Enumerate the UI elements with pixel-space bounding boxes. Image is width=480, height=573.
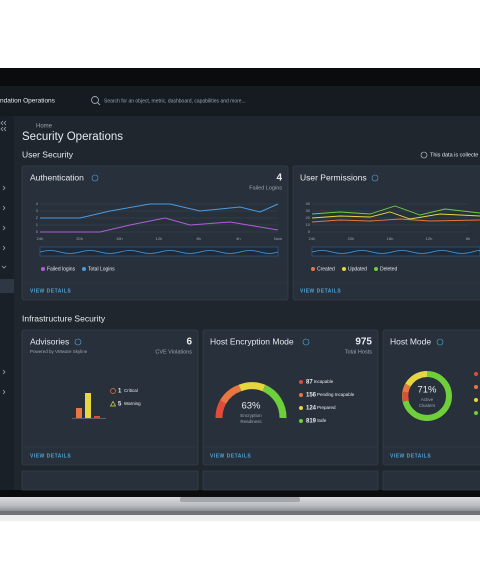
sidebar-icons	[0, 120, 7, 395]
card-stub	[202, 470, 379, 491]
view-details-link[interactable]: VIEW DETAILS	[390, 453, 431, 459]
app-name: ndation Operations	[0, 98, 56, 105]
failed-logins-line	[40, 217, 279, 233]
card-title: Host Mode	[390, 336, 431, 346]
legend-item: Failed logins	[47, 266, 76, 272]
y-tick-label: 0	[36, 229, 39, 234]
total-hosts: 975	[355, 337, 372, 348]
y-tick-label: 20	[306, 215, 311, 220]
legend-value: 124	[306, 406, 317, 412]
card-title: Advisories	[30, 336, 69, 346]
x-tick-label: 8h	[196, 236, 200, 241]
legend-item: Created	[317, 266, 335, 272]
y-tick-label: 40	[306, 201, 311, 206]
encryption-card	[202, 329, 379, 466]
x-tick-label: 20h	[348, 236, 355, 241]
x-tick-label: 16h	[116, 236, 123, 241]
card-stub	[21, 470, 199, 491]
card-title: Authentication	[30, 172, 84, 182]
search-input[interactable]: Search for an object, metric, dashboard,…	[104, 98, 246, 104]
card-stub	[382, 470, 480, 491]
permissions-card	[292, 165, 480, 301]
authentication-card	[21, 165, 289, 301]
legend-label: Pending Incapable	[317, 392, 355, 397]
count-label: Failed Logins	[249, 185, 282, 191]
lid-notch	[180, 497, 300, 502]
gauge-label: Readiness	[240, 419, 262, 424]
advisories-card	[21, 329, 199, 466]
critical-count: 1	[118, 389, 122, 395]
donut-label: Active	[421, 397, 434, 402]
section-heading: User Security	[22, 149, 74, 159]
card-title: Host Encryption Mode	[210, 336, 294, 346]
top-bar	[0, 86, 480, 116]
breadcrumb[interactable]: Home	[36, 124, 53, 130]
x-tick-label: 24h	[37, 236, 44, 241]
legend-value: 87	[306, 380, 313, 386]
legend-item: Total Logins	[88, 266, 115, 272]
legend-label: Safe	[317, 418, 327, 423]
range-slider[interactable]	[311, 246, 480, 257]
legend-value: 156	[306, 393, 317, 399]
sidebar	[0, 116, 14, 490]
host-mode-donut	[402, 371, 452, 421]
total-logins-line	[40, 203, 279, 219]
legend-dot	[299, 406, 303, 410]
view-details-link[interactable]: VIEW DETAILS	[30, 453, 71, 459]
cve-count: 6	[186, 337, 192, 348]
donut-label: Clusters	[419, 403, 436, 408]
count-label: Total Hosts	[345, 349, 372, 355]
y-tick-label: 3	[36, 208, 39, 213]
warning-label: Warning	[124, 401, 141, 406]
search-icon	[91, 96, 99, 104]
y-tick-label: 1	[36, 222, 39, 227]
x-tick-label: 12h	[156, 236, 163, 241]
view-details-link[interactable]: VIEW DETAILS	[30, 288, 71, 294]
gauge-value: 63%	[241, 401, 261, 412]
section-heading: Infrastructure Security	[22, 313, 106, 323]
legend-label: Prepared	[317, 405, 336, 410]
legend-dot	[299, 419, 303, 423]
legend-dot	[299, 393, 303, 397]
view-details-link[interactable]: VIEW DETAILS	[210, 453, 251, 459]
x-tick-label: 12h	[426, 236, 433, 241]
host-mode-card	[382, 329, 480, 466]
warning-count: 5	[118, 402, 122, 408]
legend-dot	[299, 380, 303, 384]
y-tick-label: 2	[36, 215, 39, 220]
advisory-bars	[72, 393, 106, 419]
legend-label: Incapable	[314, 379, 334, 384]
x-tick-label: 24h	[309, 236, 316, 241]
card-subtitle: Powered by VMware Skyline	[30, 349, 88, 354]
donut-value: 71%	[417, 385, 437, 396]
x-tick-label: 20h	[76, 236, 83, 241]
x-tick-label: 4h	[236, 236, 240, 241]
range-slider[interactable]	[39, 246, 279, 257]
count-label: CVE Violations	[155, 349, 192, 355]
failed-count: 4	[276, 173, 282, 184]
laptop-base	[0, 497, 480, 511]
card-title: User Permissions	[300, 172, 367, 182]
legend-item: Deleted	[380, 266, 397, 272]
legend-item: Updated	[348, 266, 367, 272]
x-tick-label: 8h	[466, 236, 470, 241]
view-details-link[interactable]: VIEW DETAILS	[300, 288, 341, 294]
x-tick-label: 16h	[387, 236, 394, 241]
data-note: This data is collecte	[430, 152, 478, 158]
y-tick-label: 0	[308, 229, 311, 234]
y-tick-label: 30	[306, 208, 311, 213]
critical-label: Critical	[124, 388, 138, 393]
x-tick-label: Now	[274, 236, 282, 241]
y-tick-label: 4	[36, 201, 39, 206]
legend-value: 819	[306, 419, 317, 425]
page-title: Security Operations	[22, 131, 123, 143]
y-tick-label: 10	[306, 222, 311, 227]
encryption-gauge	[215, 382, 287, 419]
gauge-label: Encryption	[240, 413, 262, 418]
